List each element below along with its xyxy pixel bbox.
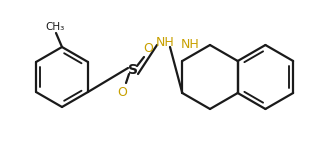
Text: NH: NH xyxy=(181,38,199,51)
Text: O: O xyxy=(143,42,153,54)
Text: NH: NH xyxy=(156,35,174,49)
Text: S: S xyxy=(128,63,138,77)
Text: CH₃: CH₃ xyxy=(45,22,65,32)
Text: O: O xyxy=(117,85,127,99)
